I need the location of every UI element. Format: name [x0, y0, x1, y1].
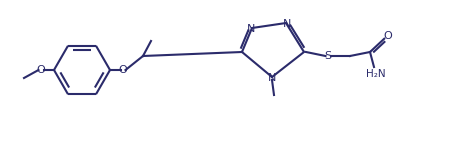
Text: N: N: [247, 24, 255, 34]
Text: H₂N: H₂N: [366, 69, 386, 79]
Text: S: S: [324, 51, 332, 61]
Text: O: O: [383, 31, 392, 41]
Text: N: N: [268, 73, 276, 83]
Text: N: N: [283, 19, 291, 29]
Text: O: O: [119, 65, 127, 75]
Text: O: O: [36, 65, 45, 75]
